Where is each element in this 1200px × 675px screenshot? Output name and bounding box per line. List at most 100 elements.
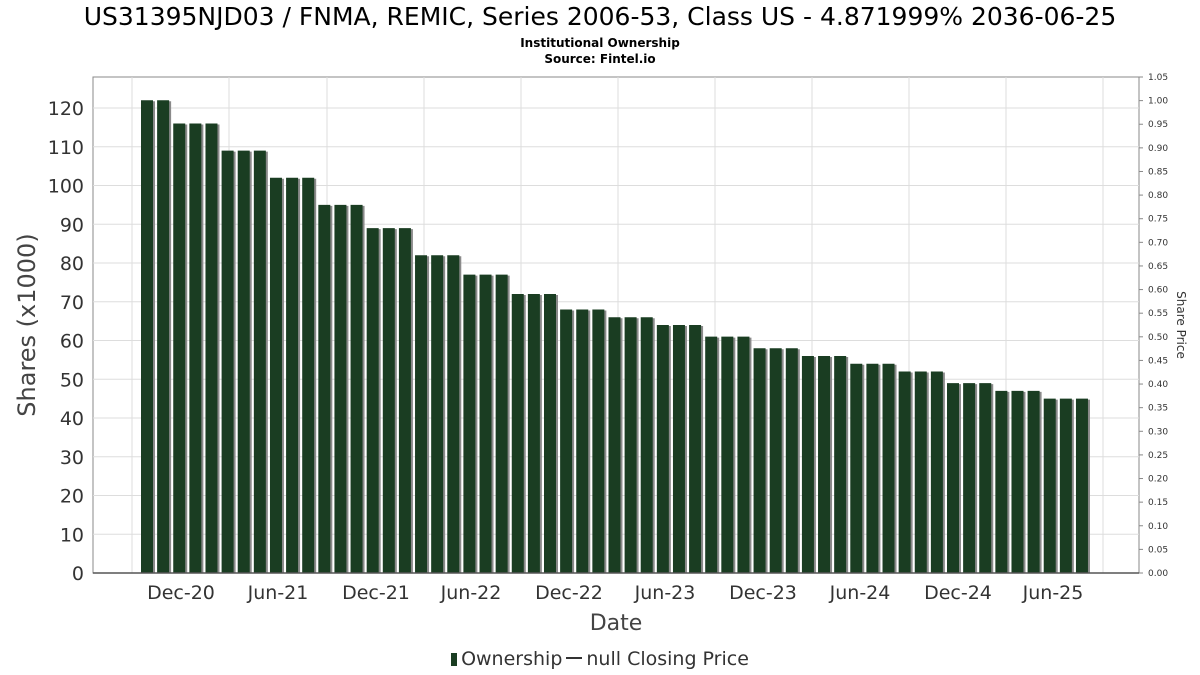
- x-tick-label: Dec-20: [147, 582, 215, 604]
- ownership-bar: [753, 348, 766, 573]
- ownership-bar: [415, 255, 428, 573]
- ownership-bar: [930, 371, 943, 573]
- y2-tick-label: 0.40: [1148, 380, 1168, 390]
- y-tick-label: 120: [48, 98, 84, 120]
- ownership-bar: [463, 274, 476, 573]
- ownership-bar: [205, 123, 218, 573]
- y-tick-label: 80: [60, 253, 84, 275]
- ownership-bar: [592, 309, 605, 573]
- y2-tick-label: 0.15: [1148, 498, 1168, 508]
- ownership-bar: [157, 100, 170, 573]
- ownership-bar: [1075, 398, 1088, 573]
- y-tick-label: 70: [60, 292, 84, 314]
- ownership-bar: [1059, 398, 1072, 573]
- x-tick-label: Jun-25: [1022, 582, 1084, 604]
- ownership-bar: [624, 317, 637, 573]
- y2-tick-label: 0.90: [1148, 144, 1168, 154]
- chart-title: US31395NJD03 / FNMA, REMIC, Series 2006-…: [83, 2, 1117, 31]
- ownership-bar: [914, 371, 927, 573]
- ownership-bar: [640, 317, 653, 573]
- ownership-bar: [689, 325, 702, 573]
- ownership-bar: [995, 390, 1008, 573]
- y2-tick-label: 0.25: [1148, 451, 1168, 461]
- ownership-legend-label: Ownership: [461, 648, 563, 670]
- ownership-bar: [544, 294, 556, 573]
- y-tick-label: 110: [48, 137, 84, 159]
- y-tick-label: 100: [48, 176, 84, 198]
- ownership-bar: [431, 255, 444, 573]
- ownership-bar: [237, 150, 250, 573]
- y-tick-label: 30: [60, 447, 84, 469]
- chart-subtitle: Institutional Ownership: [520, 36, 680, 50]
- y2-tick-label: 1.00: [1148, 97, 1168, 107]
- y-tick-label: 40: [60, 408, 84, 430]
- y2-tick-label: 0.85: [1148, 167, 1168, 177]
- y-tick-label: 90: [60, 214, 84, 236]
- ownership-bar: [189, 123, 202, 573]
- y2-tick-label: 0.20: [1148, 475, 1168, 485]
- ownership-bar: [769, 348, 782, 573]
- ownership-bar: [979, 383, 992, 573]
- x-tick-label: Dec-23: [729, 582, 797, 604]
- ownership-bar: [286, 177, 299, 573]
- ownership-bar: [785, 348, 798, 573]
- y2-tick-label: 0.80: [1148, 191, 1168, 201]
- ownership-bar: [269, 177, 282, 573]
- ownership-bar: [866, 363, 879, 573]
- x-tick-label: Jun-21: [247, 582, 309, 604]
- ownership-bar: [560, 309, 573, 573]
- ownership-bar: [447, 255, 460, 573]
- y2-tick-label: 0.00: [1148, 569, 1168, 579]
- ownership-bar: [318, 204, 331, 573]
- ownership-bar: [334, 204, 347, 573]
- y2-tick-label: 0.60: [1148, 286, 1168, 296]
- y2-tick-label: 0.70: [1148, 238, 1168, 248]
- ownership-bar: [173, 123, 186, 573]
- y2-tick-label: 0.65: [1148, 262, 1168, 272]
- ownership-bar: [302, 177, 315, 573]
- y-tick-label: 50: [60, 369, 84, 391]
- x-tick-label: Jun-23: [634, 582, 696, 604]
- ownership-bar: [963, 383, 976, 573]
- y2-tick-label: 0.35: [1148, 404, 1168, 414]
- chart-source: Source: Fintel.io: [544, 52, 656, 66]
- y-tick-label: 20: [60, 486, 84, 508]
- x-tick-label: Dec-21: [342, 582, 410, 604]
- y2-tick-label: 0.10: [1148, 522, 1168, 532]
- ownership-bar: [1027, 390, 1040, 573]
- ownership-bar: [527, 294, 540, 573]
- ownership-bar: [1011, 390, 1024, 573]
- y2-tick-label: 0.75: [1148, 215, 1168, 225]
- y2-tick-label: 0.50: [1148, 333, 1168, 343]
- y2-axis-title: Share Price: [1174, 291, 1188, 359]
- ownership-bar: [576, 309, 589, 573]
- y2-tick-label: 0.95: [1148, 120, 1168, 130]
- ownership-bar: [350, 204, 363, 573]
- ownership-bar: [382, 228, 395, 573]
- x-tick-label: Jun-22: [440, 582, 502, 604]
- ownership-bar: [366, 228, 379, 573]
- ownership-bar: [818, 356, 831, 573]
- ownership-bar: [221, 150, 234, 573]
- y2-tick-label: 0.05: [1148, 545, 1168, 555]
- ownership-bar: [479, 274, 492, 573]
- ownership-bar: [947, 383, 959, 573]
- ownership-legend-swatch: [451, 653, 458, 666]
- ownership-bar: [721, 336, 734, 573]
- y2-tick-label: 1.05: [1148, 73, 1168, 83]
- y-tick-label: 60: [60, 331, 84, 353]
- ownership-bar: [398, 228, 411, 573]
- ownership-bar: [141, 100, 153, 573]
- ownership-bar: [511, 294, 524, 573]
- y-axis-title: Shares (x1000): [13, 233, 41, 416]
- y2-tick-label: 0.45: [1148, 356, 1168, 366]
- price-legend-line: [566, 657, 583, 659]
- ownership-bar: [672, 325, 685, 573]
- price-legend-label: null Closing Price: [586, 648, 749, 670]
- x-tick-label: Jun-24: [829, 582, 891, 604]
- ownership-bar: [656, 325, 669, 573]
- ownership-bar: [253, 150, 266, 573]
- ownership-bar: [882, 363, 895, 573]
- y-tick-label: 0: [72, 563, 84, 585]
